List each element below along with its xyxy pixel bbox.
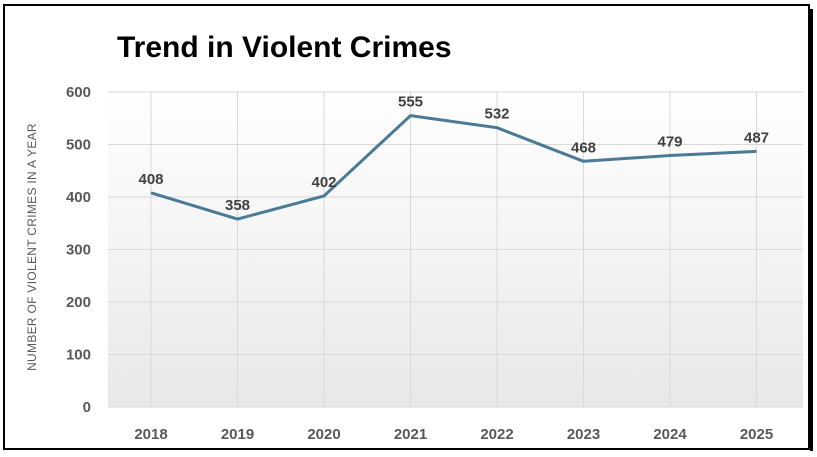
data-label: 532	[484, 106, 509, 123]
data-labels: 408 358 402 555 532 468 479 487	[138, 94, 769, 214]
y-tick-label: 100	[66, 347, 91, 364]
y-tick-label: 600	[66, 84, 91, 101]
data-label: 408	[138, 171, 163, 188]
data-label: 468	[571, 139, 596, 156]
y-tick-label: 0	[83, 399, 91, 416]
x-tick-label: 2023	[567, 426, 600, 443]
gridlines	[108, 91, 803, 408]
x-tick-label: 2025	[740, 426, 773, 443]
y-tick-label: 500	[66, 137, 91, 154]
y-axis-label: NUMBER OF VIOLENT CRIMES IN A YEAR	[25, 123, 39, 371]
data-label: 479	[657, 134, 682, 151]
x-tick-label: 2018	[134, 426, 167, 443]
data-label: 487	[744, 129, 769, 146]
x-tick-label: 2019	[221, 426, 254, 443]
x-tick-label: 2020	[307, 426, 340, 443]
x-tick-label: 2021	[394, 426, 427, 443]
y-tick-label: 300	[66, 242, 91, 259]
data-label: 402	[311, 174, 336, 191]
data-label: 555	[398, 94, 423, 111]
series-line	[150, 114, 757, 221]
y-tick-label: 400	[66, 189, 91, 206]
x-tick-label: 2024	[653, 426, 687, 443]
x-axis-ticks: 2018 2019 2020 2021 2022 2023 2024 2025	[134, 426, 773, 443]
y-tick-label: 200	[66, 294, 91, 311]
x-tick-label: 2022	[480, 426, 513, 443]
chart-title: Trend in Violent Crimes	[117, 31, 452, 64]
y-axis-ticks: 0 100 200 300 400 500 600	[66, 84, 91, 416]
data-label: 358	[225, 197, 250, 214]
